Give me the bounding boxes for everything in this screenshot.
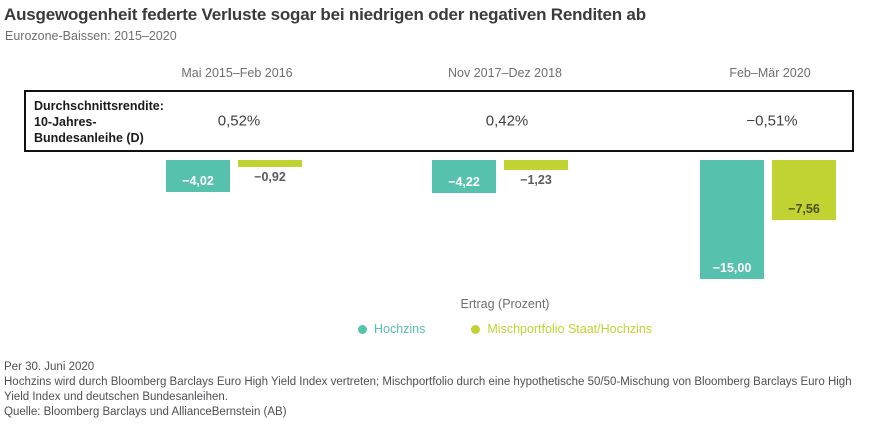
- bar-hochzins-period-2: [432, 160, 496, 194]
- bar-cell-hochzins-period-3: −15,00: [700, 160, 764, 279]
- bar-mischportfolio-period-2: [504, 160, 568, 170]
- legend-label-mischportfolio: Mischportfolio Staat/Hochzins: [487, 322, 653, 336]
- bar-mischportfolio-period-3: [772, 160, 836, 220]
- avg-yield-box: Durchschnittsrendite: 10-Jahres-Bundesan…: [24, 90, 854, 152]
- bar-mischportfolio-period-1: [238, 160, 302, 168]
- source-text: Quelle: Bloomberg Barclays und AllianceB…: [4, 406, 287, 418]
- legend-dot-mischportfolio-icon: [471, 324, 481, 334]
- bar-cell-hochzins-period-1: −4,02: [166, 160, 230, 192]
- legend-label-hochzins: Hochzins: [373, 322, 426, 336]
- avg-yield-value-period-3: −0,51%: [746, 112, 798, 130]
- bar-value-label-mischportfolio-period-1: −0,92: [254, 170, 286, 185]
- footnote-text: Hochzins wird durch Bloomberg Barclays E…: [4, 376, 852, 403]
- avg-yield-value-period-2: 0,42%: [485, 112, 529, 130]
- bar-hochzins-period-3: [700, 160, 764, 279]
- avg-yield-value-period-1: 0,52%: [217, 112, 261, 130]
- legend-item-mischportfolio: Mischportfolio Staat/Hochzins: [471, 322, 652, 336]
- bar-value-label-hochzins-period-1: −4,02: [182, 173, 214, 188]
- category-label-period-3: Feb–Mär 2020: [729, 66, 811, 80]
- legend: Hochzins Mischportfolio Staat/Hochzins: [357, 322, 652, 336]
- chart-title: Ausgewogenheit federte Verluste sogar be…: [4, 5, 646, 24]
- bar-cell-mischportfolio-period-2: −1,23: [504, 160, 568, 187]
- bar-value-label-hochzins-period-3: −15,00: [712, 260, 752, 275]
- bar-cell-hochzins-period-2: −4,22: [432, 160, 496, 194]
- bar-cell-mischportfolio-period-3: −7,56: [772, 160, 836, 220]
- footnotes: Per 30. Juni 2020 Hochzins wird durch Bl…: [4, 360, 876, 420]
- category-label-period-1: Mai 2015–Feb 2016: [181, 66, 293, 80]
- y-axis-label: Ertrag (Prozent): [460, 297, 550, 311]
- bar-value-label-mischportfolio-period-2: −1,23: [520, 172, 552, 187]
- bar-cell-mischportfolio-period-1: −0,92: [238, 160, 302, 184]
- legend-item-hochzins: Hochzins: [357, 322, 426, 336]
- category-label-period-2: Nov 2017–Dez 2018: [448, 66, 562, 80]
- bar-value-label-mischportfolio-period-3: −7,56: [788, 201, 820, 216]
- legend-dot-hochzins-icon: [357, 324, 367, 334]
- as-of-date: Per 30. Juni 2020: [4, 361, 95, 373]
- bar-hochzins-period-1: [166, 160, 230, 192]
- chart-subtitle: Eurozone-Baissen: 2015–2020: [5, 29, 177, 43]
- avg-yield-label: Durchschnittsrendite: 10-Jahres-Bundesan…: [34, 99, 164, 145]
- bar-value-label-hochzins-period-2: −4,22: [448, 175, 480, 190]
